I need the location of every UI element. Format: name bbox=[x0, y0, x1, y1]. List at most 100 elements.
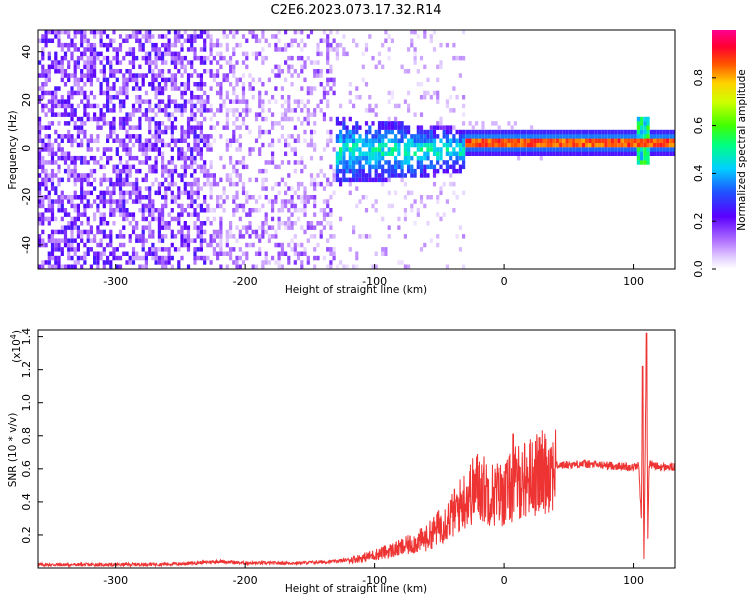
heatmap-cell bbox=[86, 181, 90, 187]
heatmap-cell bbox=[659, 151, 663, 156]
heatmap-cell bbox=[374, 64, 378, 70]
heatmap-cell bbox=[164, 129, 168, 135]
heatmap-cell bbox=[115, 51, 119, 57]
heatmap-cell bbox=[135, 99, 139, 104]
heatmap-cell bbox=[196, 82, 200, 87]
heatmap-cell bbox=[267, 238, 271, 243]
heatmap-cell bbox=[54, 55, 58, 61]
heatmap-cell bbox=[277, 69, 281, 74]
heatmap-cell bbox=[135, 155, 139, 161]
heatmap-cell bbox=[106, 108, 110, 113]
heatmap-cell bbox=[151, 42, 155, 48]
heatmap-cell bbox=[141, 77, 145, 83]
heatmap-cell bbox=[164, 199, 168, 204]
heatmap-cell bbox=[646, 155, 650, 161]
heatmap-cell bbox=[309, 221, 314, 226]
heatmap-cell bbox=[106, 242, 110, 248]
heatmap-cell bbox=[335, 121, 339, 126]
heatmap-cell bbox=[274, 260, 278, 265]
heatmap-cell bbox=[125, 95, 129, 100]
heatmap-cell bbox=[316, 26, 319, 31]
heatmap-cell bbox=[54, 90, 58, 96]
heatmap-cell bbox=[122, 55, 126, 61]
heatmap-cell bbox=[261, 55, 265, 61]
heatmap-cell bbox=[38, 134, 42, 139]
heatmap-cell bbox=[148, 125, 152, 130]
heatmap-cell bbox=[585, 147, 589, 152]
heatmap-cell bbox=[403, 264, 407, 269]
heatmap-cell bbox=[371, 142, 375, 148]
heatmap-cell bbox=[306, 221, 310, 226]
heatmap-cell bbox=[106, 103, 110, 109]
heatmap-cell bbox=[89, 55, 93, 61]
heatmap-cell bbox=[131, 34, 136, 39]
heatmap-cell bbox=[190, 99, 194, 104]
heatmap-cell bbox=[300, 55, 304, 61]
heatmap-cell bbox=[96, 103, 100, 109]
heatmap-cell bbox=[394, 125, 398, 130]
heatmap-cell bbox=[148, 199, 152, 204]
heatmap-cell bbox=[497, 151, 501, 156]
heatmap-cell bbox=[177, 203, 181, 209]
heatmap-cell bbox=[303, 60, 307, 65]
heatmap-cell bbox=[364, 155, 369, 161]
heatmap-cell bbox=[384, 125, 388, 130]
heatmap-cell bbox=[264, 168, 268, 174]
heatmap-cell bbox=[122, 199, 126, 204]
heatmap-cell bbox=[50, 160, 55, 165]
heatmap-cell bbox=[342, 168, 346, 174]
heatmap-cell bbox=[161, 77, 165, 83]
heatmap-cell bbox=[41, 125, 45, 130]
heatmap-cell bbox=[135, 190, 139, 196]
heatmap-cell bbox=[173, 64, 178, 70]
heatmap-cell bbox=[102, 121, 106, 126]
heatmap-cell bbox=[342, 173, 346, 178]
heatmap-cell bbox=[374, 168, 378, 174]
heatmap-cell bbox=[60, 190, 64, 196]
heatmap-cell bbox=[73, 260, 77, 265]
heatmap-cell bbox=[245, 199, 249, 204]
heatmap-cell bbox=[326, 212, 330, 217]
heatmap-cell bbox=[102, 173, 106, 178]
heatmap-cell bbox=[287, 103, 291, 109]
heatmap-cell bbox=[47, 151, 51, 156]
heatmap-cell bbox=[115, 247, 119, 252]
heatmap-cell bbox=[128, 234, 132, 239]
heatmap-cell bbox=[125, 116, 129, 122]
heatmap-cell bbox=[342, 155, 346, 161]
heatmap-cell bbox=[254, 251, 259, 256]
heatmap-cell bbox=[261, 168, 265, 174]
heatmap-cell bbox=[93, 255, 97, 261]
heatmap-cell bbox=[475, 142, 479, 148]
heatmap-cell bbox=[445, 264, 449, 269]
heatmap-cell bbox=[76, 82, 80, 87]
heatmap-cell bbox=[565, 147, 569, 152]
heatmap-cell bbox=[672, 129, 675, 135]
heatmap-cell bbox=[565, 142, 569, 148]
heatmap-cell bbox=[407, 151, 411, 156]
heatmap-cell bbox=[50, 264, 55, 269]
heatmap-cell bbox=[585, 129, 589, 135]
heatmap-cell bbox=[432, 142, 437, 148]
heatmap-cell bbox=[141, 151, 145, 156]
heatmap-cell bbox=[352, 147, 356, 152]
heatmap-cell bbox=[212, 181, 216, 187]
heatmap-cell bbox=[462, 147, 466, 152]
heatmap-cell bbox=[141, 216, 145, 222]
heatmap-cell bbox=[83, 208, 87, 213]
heatmap-cell bbox=[468, 142, 472, 148]
heatmap-cell bbox=[60, 60, 64, 65]
heatmap-cell bbox=[190, 38, 194, 43]
heatmap-cell bbox=[293, 99, 297, 104]
heatmap-cell bbox=[86, 216, 90, 222]
heatmap-cell bbox=[500, 151, 505, 156]
heatmap-cell bbox=[47, 234, 51, 239]
heatmap-cell bbox=[280, 134, 284, 139]
heatmap-cell bbox=[38, 99, 42, 104]
heatmap-cell bbox=[364, 177, 369, 183]
heatmap-cell bbox=[80, 121, 84, 126]
heatmap-cell bbox=[161, 121, 165, 126]
heatmap-cell bbox=[177, 212, 181, 217]
heatmap-cell bbox=[196, 164, 200, 170]
heatmap-cell bbox=[196, 99, 200, 104]
